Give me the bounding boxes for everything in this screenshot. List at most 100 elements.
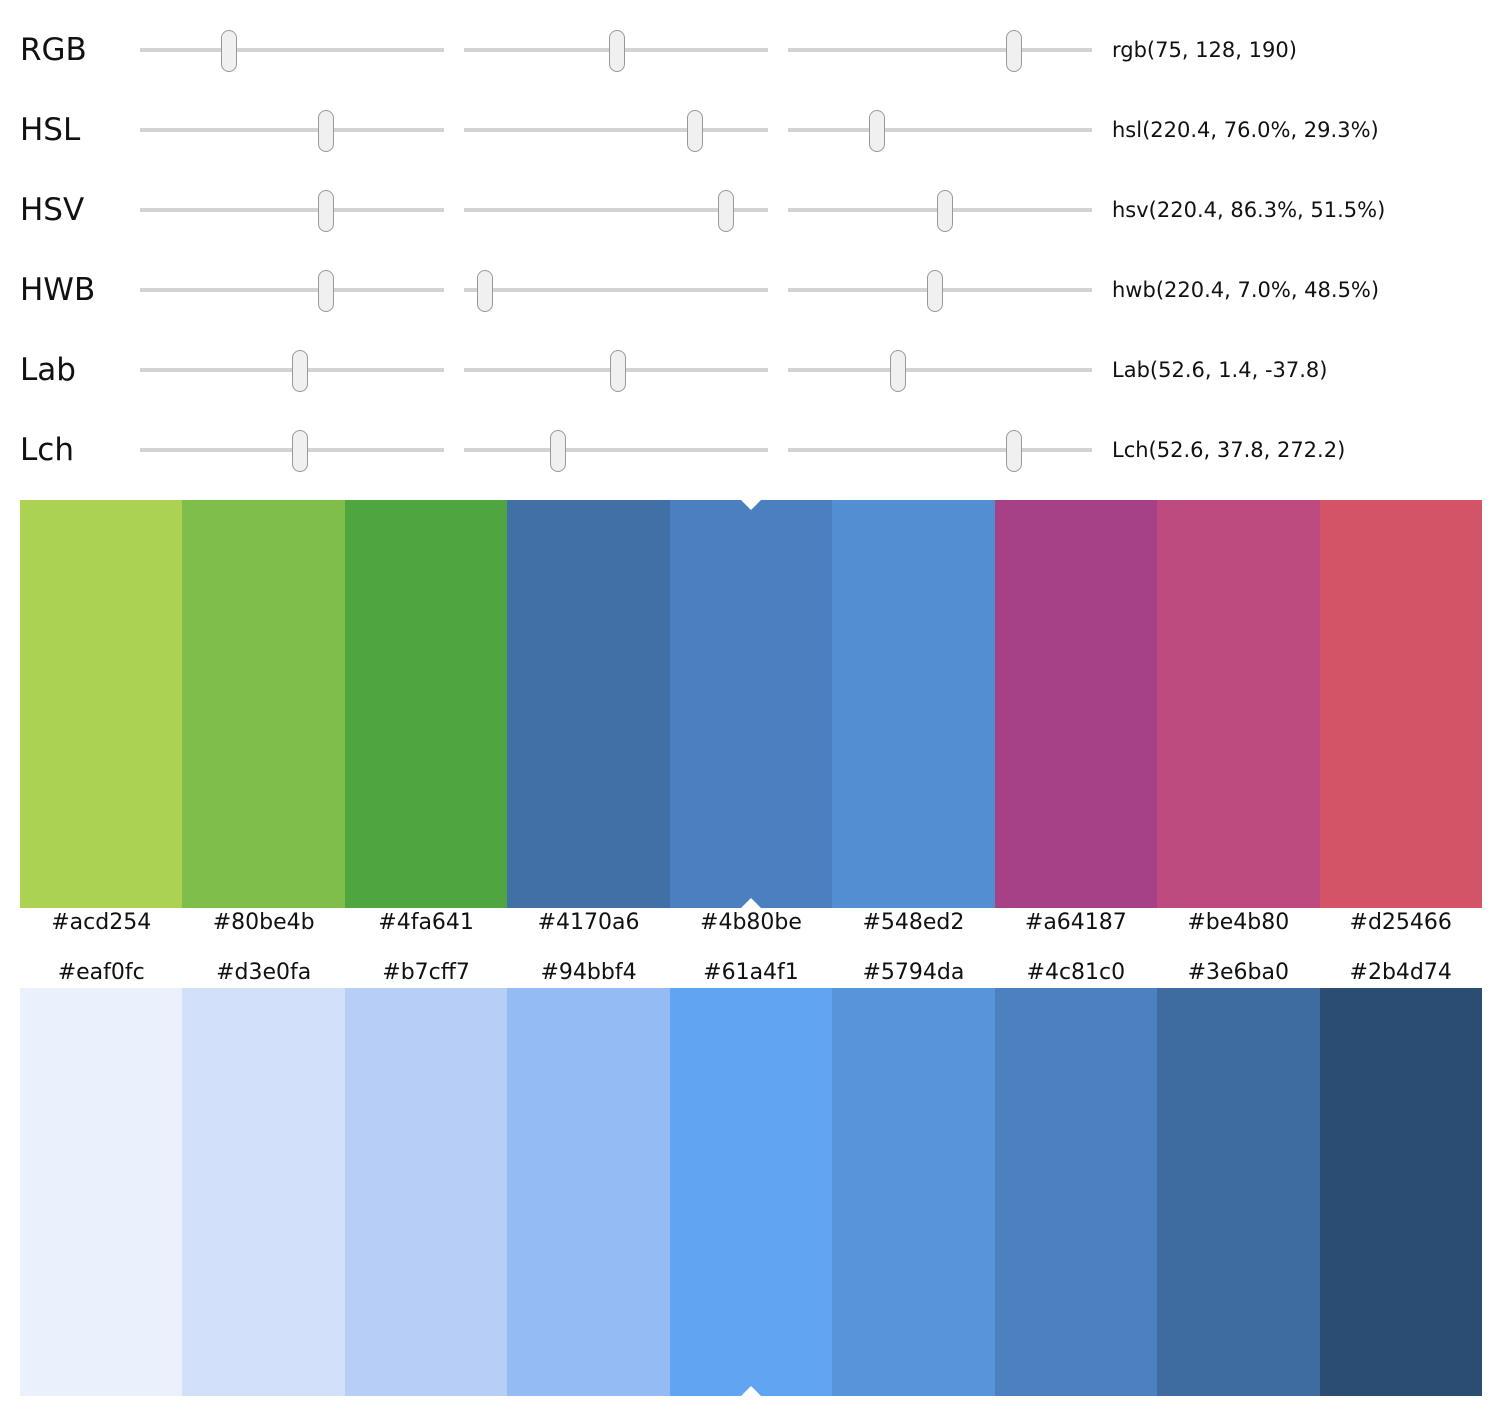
slider-thumb[interactable] [221, 30, 238, 72]
color-model-label: Lch [20, 432, 74, 468]
slider-track[interactable] [788, 368, 1092, 372]
slider-track[interactable] [788, 448, 1092, 452]
slider-thumb[interactable] [477, 270, 494, 312]
color-value-text: hwb(220.4, 7.0%, 48.5%) [1112, 278, 1380, 302]
slider-thumb[interactable] [927, 270, 944, 312]
slider-thumb[interactable] [318, 110, 335, 152]
slider-hwb-1[interactable] [140, 240, 444, 320]
swatch-hex-label: #a64187 [1024, 910, 1127, 935]
swatch-hex-label: #b7cff7 [382, 960, 470, 985]
slider-track[interactable] [788, 128, 1092, 132]
swatch-hex-label: #61a4f1 [703, 960, 799, 985]
slider-hsv-1[interactable] [140, 160, 444, 240]
slider-hsl-3[interactable] [788, 80, 1092, 160]
slider-lch-3[interactable] [788, 400, 1092, 480]
slider-track[interactable] [464, 128, 768, 132]
color-swatch[interactable] [20, 988, 183, 1396]
color-swatch[interactable] [344, 988, 508, 1396]
color-swatch[interactable] [994, 500, 1158, 908]
slider-track[interactable] [464, 208, 768, 212]
slider-thumb[interactable] [869, 110, 886, 152]
slider-track[interactable] [140, 128, 444, 132]
color-swatch[interactable] [20, 500, 183, 908]
color-swatch[interactable] [182, 988, 345, 1396]
swatch-hex-label: #acd254 [51, 910, 152, 935]
color-model-label: Lab [20, 352, 76, 388]
swatch-hex-label: #eaf0fc [57, 960, 145, 985]
selected-marker-icon [740, 898, 761, 908]
slider-rgb-2[interactable] [464, 0, 768, 80]
color-value-text: Lch(52.6, 37.8, 272.2) [1112, 438, 1346, 462]
color-model-label: HSV [20, 192, 85, 228]
swatch-hex-label: #5794da [862, 960, 965, 985]
color-swatch[interactable] [1319, 988, 1482, 1396]
slider-track[interactable] [464, 288, 768, 292]
slider-thumb[interactable] [318, 270, 335, 312]
slider-thumb[interactable] [718, 190, 735, 232]
color-swatch[interactable] [669, 500, 833, 908]
slider-thumb[interactable] [549, 430, 566, 472]
color-model-row-lab: Lab Lab(52.6, 1.4, -37.8) [0, 320, 1501, 400]
slider-thumb[interactable] [687, 110, 704, 152]
swatch-hex-label: #be4b80 [1187, 910, 1290, 935]
slider-thumb[interactable] [1006, 30, 1023, 72]
color-swatch[interactable] [1157, 988, 1320, 1396]
swatch-hex-label: #d25466 [1349, 910, 1452, 935]
swatch-hex-label: #80be4b [212, 910, 315, 935]
slider-lab-3[interactable] [788, 320, 1092, 400]
hue-palette [20, 500, 1482, 908]
slider-thumb[interactable] [318, 190, 335, 232]
slider-hwb-2[interactable] [464, 240, 768, 320]
color-swatch[interactable] [832, 988, 995, 1396]
color-value-text: hsl(220.4, 76.0%, 29.3%) [1112, 118, 1379, 142]
slider-track[interactable] [140, 48, 444, 52]
color-swatch[interactable] [832, 500, 995, 908]
swatch-hex-label: #94bbf4 [540, 960, 637, 985]
color-model-row-hsl: HSL hsl(220.4, 76.0%, 29.3%) [0, 80, 1501, 160]
slider-hsv-3[interactable] [788, 160, 1092, 240]
slider-thumb[interactable] [890, 350, 907, 392]
slider-thumb[interactable] [936, 190, 953, 232]
color-swatch[interactable] [1157, 500, 1320, 908]
color-model-label: RGB [20, 32, 87, 68]
slider-thumb[interactable] [608, 30, 625, 72]
slider-lab-1[interactable] [140, 320, 444, 400]
slider-hsv-2[interactable] [464, 160, 768, 240]
swatch-hex-label: #d3e0fa [216, 960, 312, 985]
slider-track[interactable] [140, 288, 444, 292]
color-model-row-hsv: HSV hsv(220.4, 86.3%, 51.5%) [0, 160, 1501, 240]
color-swatch[interactable] [507, 500, 670, 908]
shade-palette-labels: #eaf0fc #d3e0fa #b7cff7 #94bbf4 #61a4f1 #5794… [20, 958, 1482, 988]
color-model-label: HWB [20, 272, 96, 308]
color-swatch[interactable] [344, 500, 508, 908]
slider-track[interactable] [140, 208, 444, 212]
selected-marker-icon [740, 500, 761, 510]
color-swatch[interactable] [182, 500, 345, 908]
slider-track[interactable] [464, 448, 768, 452]
slider-lch-2[interactable] [464, 400, 768, 480]
color-swatch[interactable] [507, 988, 670, 1396]
slider-lab-2[interactable] [464, 320, 768, 400]
swatch-hex-label: #4b80be [700, 910, 802, 935]
color-swatch[interactable] [1319, 500, 1482, 908]
color-value-text: Lab(52.6, 1.4, -37.8) [1112, 358, 1328, 382]
color-model-label: HSL [20, 112, 81, 148]
slider-hwb-3[interactable] [788, 240, 1092, 320]
slider-thumb[interactable] [291, 350, 308, 392]
slider-rgb-1[interactable] [140, 0, 444, 80]
slider-rgb-3[interactable] [788, 0, 1092, 80]
swatch-hex-label: #4fa641 [378, 910, 474, 935]
color-model-row-lch: Lch Lch(52.6, 37.8, 272.2) [0, 400, 1501, 480]
color-model-row-rgb: RGB rgb(75, 128, 190) [0, 0, 1501, 80]
slider-lch-1[interactable] [140, 400, 444, 480]
slider-track[interactable] [788, 48, 1092, 52]
slider-hsl-1[interactable] [140, 80, 444, 160]
slider-thumb[interactable] [291, 430, 308, 472]
selected-marker-icon [740, 1386, 761, 1396]
color-swatch[interactable] [994, 988, 1158, 1396]
slider-thumb[interactable] [1006, 430, 1023, 472]
swatch-hex-label: #4c81c0 [1026, 960, 1126, 985]
slider-hsl-2[interactable] [464, 80, 768, 160]
slider-thumb[interactable] [610, 350, 627, 392]
color-swatch[interactable] [669, 988, 833, 1396]
